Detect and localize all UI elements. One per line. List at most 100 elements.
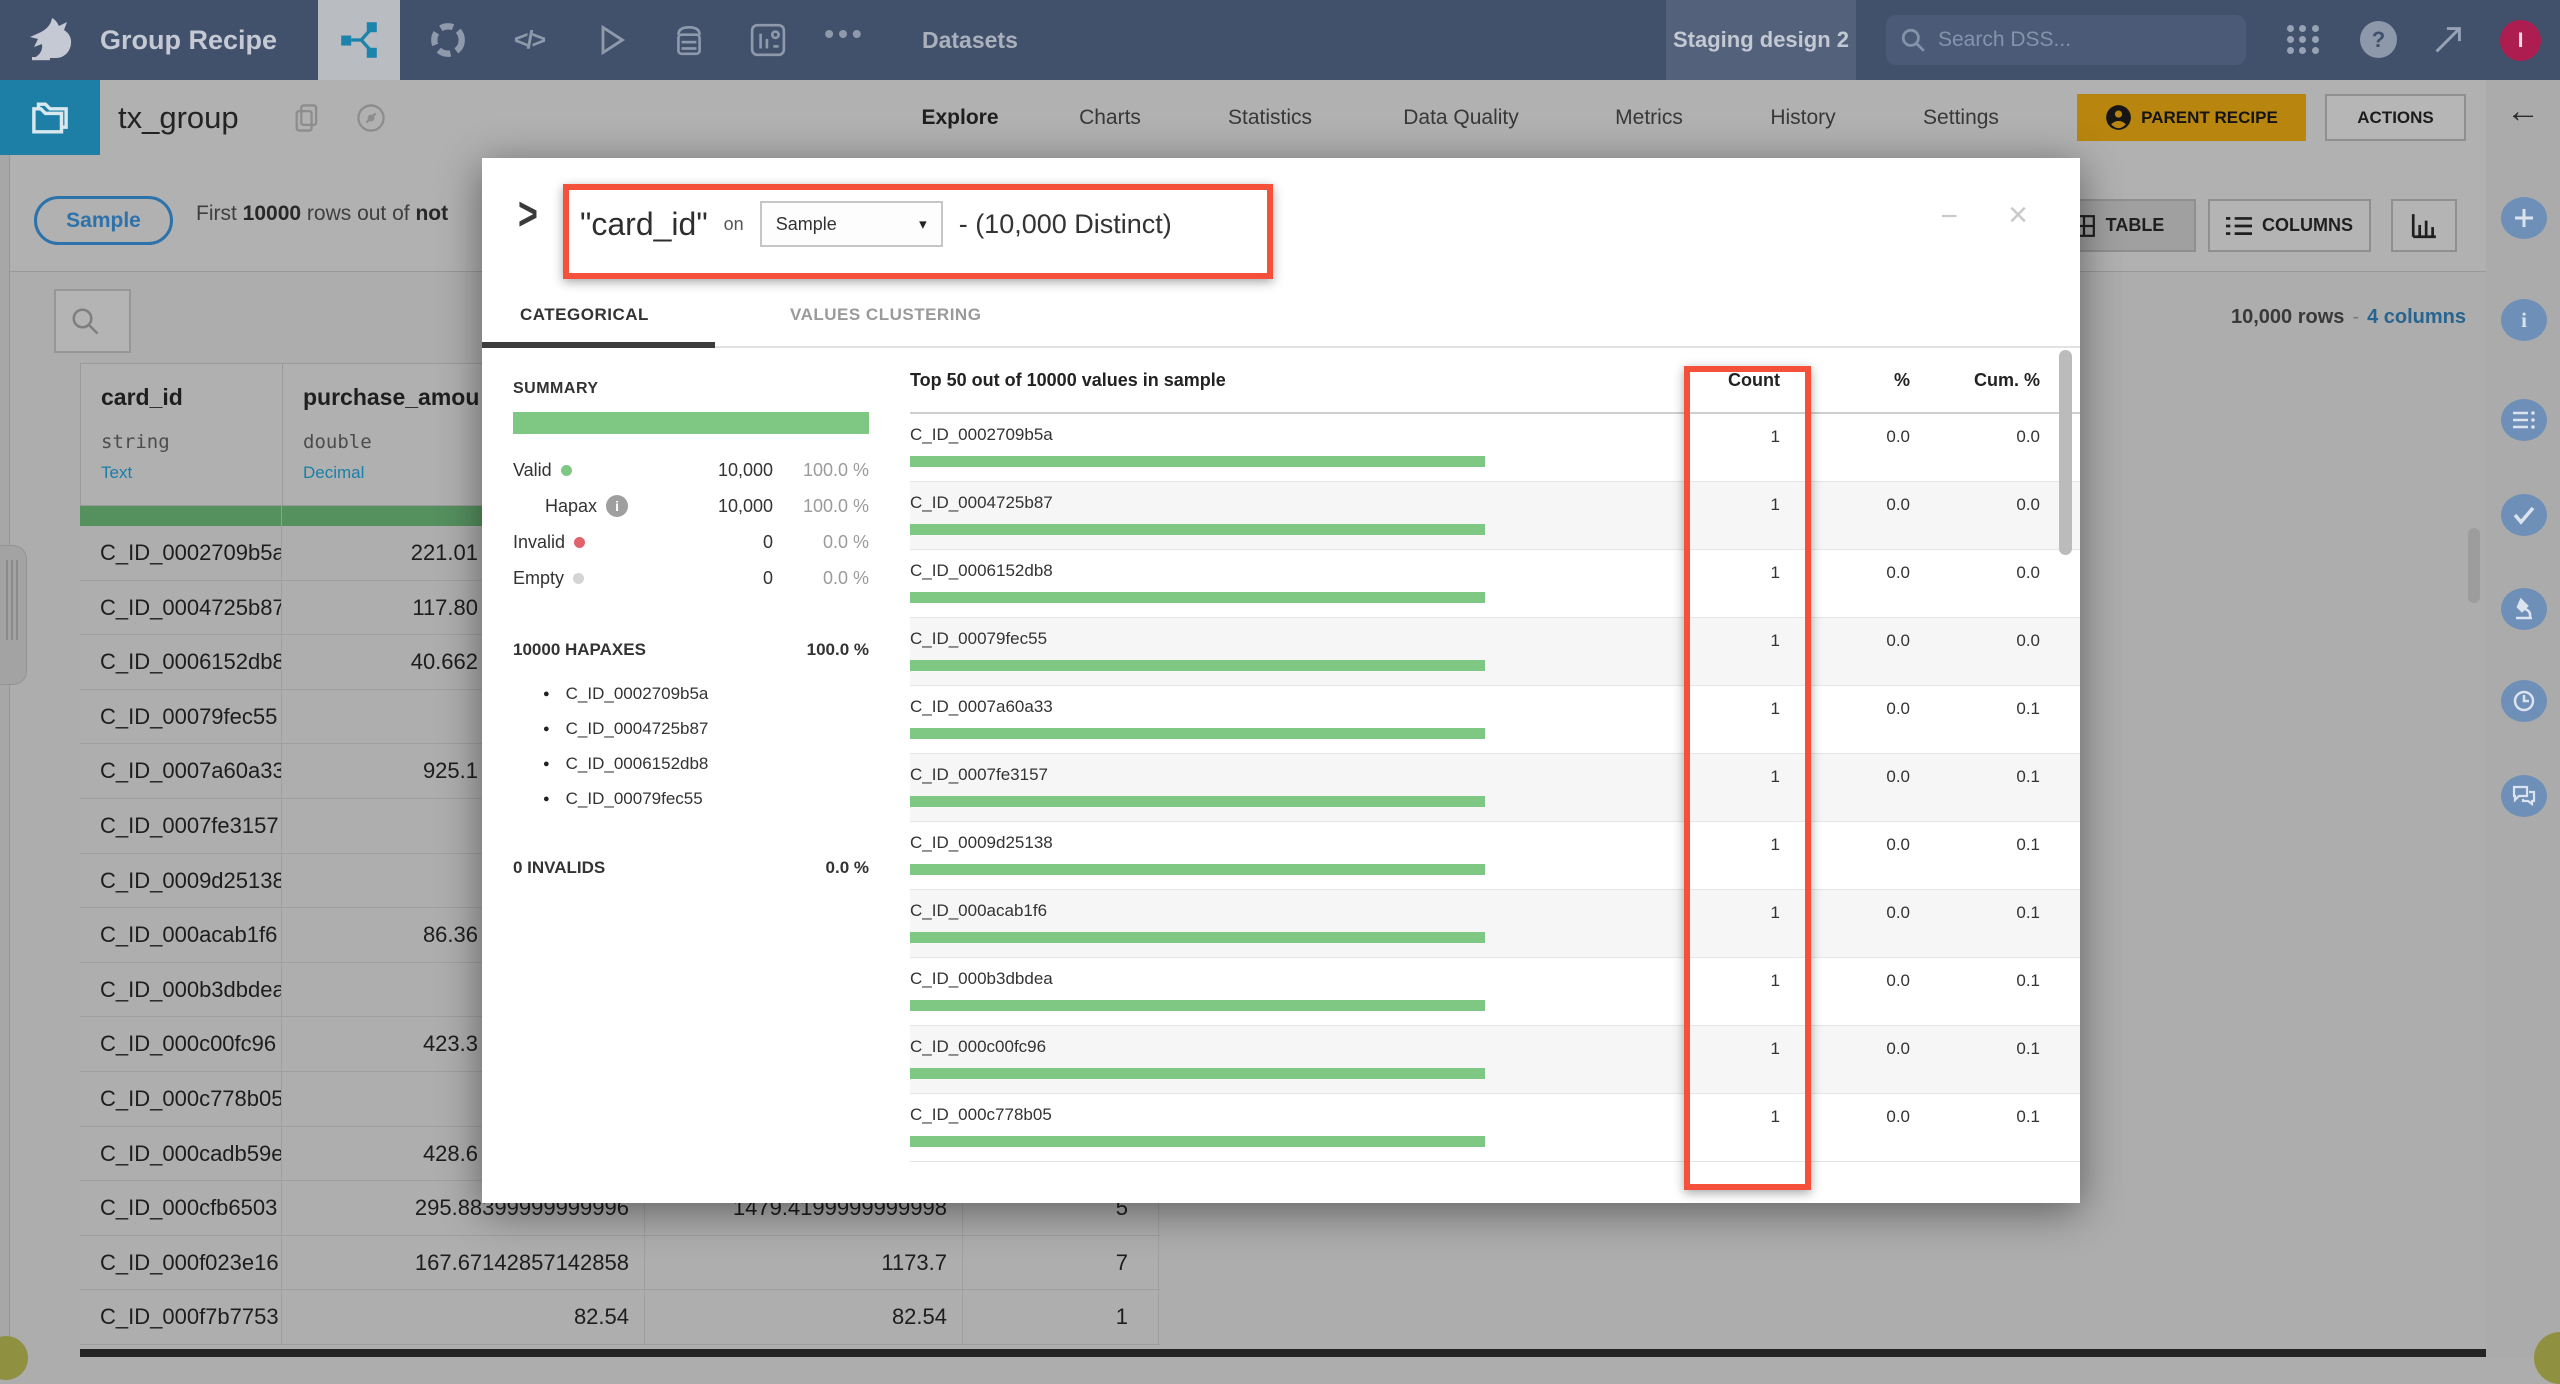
nav-more-menu[interactable]: ••• — [815, 0, 875, 80]
value-pct: 0.0 — [1820, 890, 1910, 923]
cell-card-id[interactable]: C_ID_000f023e16 — [80, 1236, 282, 1290]
column-header-card-id[interactable]: card_id string Text — [81, 364, 283, 505]
value-row[interactable]: C_ID_0009d25138 1 0.0 0.1 — [910, 822, 2080, 890]
table-row[interactable]: C_ID_000f023e16 167.67142857142858 1173.… — [80, 1236, 1160, 1291]
stat-hapax: Hapaxi 10,000 100.0 % — [513, 488, 869, 524]
info-icon[interactable]: i — [2501, 299, 2547, 341]
cell-card-id[interactable]: C_ID_000acab1f6 — [80, 908, 282, 962]
actions-button[interactable]: ACTIONS — [2325, 94, 2466, 141]
info-icon[interactable]: i — [606, 495, 628, 517]
history-clock-icon[interactable] — [2501, 680, 2547, 722]
schema-icon[interactable] — [2501, 399, 2547, 441]
value-cum-pct: 0.0 — [1910, 482, 2080, 515]
column-meaning-link[interactable]: Text — [101, 463, 282, 483]
row-count: 10,000 rows — [2231, 306, 2344, 328]
value-row[interactable]: C_ID_0007fe3157 1 0.0 0.1 — [910, 754, 2080, 822]
nav-automation-tab[interactable] — [659, 0, 719, 80]
nav-dashboard-tab[interactable] — [738, 0, 798, 80]
discussions-icon[interactable] — [2501, 775, 2547, 817]
table-horizontal-scrollbar[interactable] — [80, 1349, 2542, 1357]
value-row[interactable]: C_ID_0004725b87 1 0.0 0.0 — [910, 482, 2080, 550]
left-panel-grip[interactable] — [0, 545, 27, 685]
values-scrollbar[interactable] — [2059, 350, 2072, 555]
copy-icon[interactable] — [292, 102, 322, 134]
cell-card-id[interactable]: C_ID_0007fe3157 — [80, 799, 282, 853]
cell-card-id[interactable]: C_ID_000f7b7753 — [80, 1290, 282, 1344]
value-row[interactable]: C_ID_000acab1f6 1 0.0 0.1 — [910, 890, 2080, 958]
tab-history[interactable]: History — [1770, 80, 1835, 155]
tab-metrics[interactable]: Metrics — [1615, 80, 1683, 155]
value-label: C_ID_0002709b5a — [910, 425, 1700, 445]
apps-grid-icon[interactable] — [2287, 25, 2321, 55]
values-title: Top 50 out of 10000 values in sample — [910, 370, 1700, 391]
cell-count[interactable]: 7 — [963, 1236, 1159, 1290]
nav-lab-tab[interactable] — [418, 0, 478, 80]
cell-card-id[interactable]: C_ID_0006152db8 — [80, 635, 282, 689]
value-pct: 0.0 — [1820, 958, 1910, 991]
cell-card-id[interactable]: C_ID_000c778b05 — [80, 1072, 282, 1126]
tab-categorical[interactable]: CATEGORICAL — [520, 290, 649, 348]
checks-icon[interactable] — [2501, 494, 2547, 536]
page-title: tx_group — [118, 80, 239, 155]
bar-chart-icon — [2410, 212, 2438, 240]
quick-chart-button[interactable] — [2391, 199, 2457, 252]
user-avatar[interactable]: I — [2500, 20, 2541, 61]
cell-card-id[interactable]: C_ID_0009d25138 — [80, 854, 282, 908]
global-search-input[interactable]: Search DSS... — [1886, 15, 2246, 65]
parent-recipe-button[interactable]: PARENT RECIPE — [2077, 94, 2306, 141]
value-row[interactable]: C_ID_000c778b05 1 0.0 0.1 — [910, 1094, 2080, 1162]
tab-charts[interactable]: Charts — [1079, 80, 1141, 155]
tab-values-clustering[interactable]: VALUES CLUSTERING — [790, 290, 981, 348]
project-selector[interactable]: Staging design 2 — [1666, 0, 1856, 80]
expand-chevron-icon[interactable]: > — [518, 189, 538, 242]
dataset-type-tile[interactable] — [0, 80, 100, 155]
value-row[interactable]: C_ID_00079fec55 1 0.0 0.0 — [910, 618, 2080, 686]
close-icon[interactable]: × — [2008, 196, 2028, 235]
cell-value[interactable]: 82.54 — [645, 1290, 963, 1344]
cell-card-id[interactable]: C_ID_000b3dbdea — [80, 963, 282, 1017]
cell-card-id[interactable]: C_ID_000cfb6503 — [80, 1181, 282, 1235]
rail-back-arrow-icon[interactable]: ← — [2506, 92, 2540, 131]
nav-flow-tab[interactable] — [318, 0, 400, 80]
value-pct: 0.0 — [1820, 482, 1910, 515]
sample-settings-button[interactable]: Sample — [34, 196, 173, 245]
tab-statistics[interactable]: Statistics — [1228, 80, 1312, 155]
nav-jobs-tab[interactable] — [581, 0, 641, 80]
nav-code-tab[interactable]: </> — [499, 0, 559, 80]
cell-card-id[interactable]: C_ID_0004725b87 — [80, 581, 282, 635]
cell-purchase-amount[interactable]: 82.54 — [282, 1290, 645, 1344]
value-row[interactable]: C_ID_0002709b5a 1 0.0 0.0 — [910, 414, 2080, 482]
breadcrumb-datasets[interactable]: Datasets — [922, 0, 1018, 80]
table-search-input[interactable] — [54, 289, 131, 353]
cell-card-id[interactable]: C_ID_0002709b5a — [80, 526, 282, 580]
tab-data-quality[interactable]: Data Quality — [1403, 80, 1519, 155]
add-icon[interactable] — [2501, 197, 2547, 239]
minimize-button[interactable]: − — [1940, 200, 1958, 234]
cell-value[interactable]: 1173.7 — [645, 1236, 963, 1290]
column-count-link[interactable]: 4 columns — [2367, 306, 2466, 328]
cell-card-id[interactable]: C_ID_00079fec55 — [80, 690, 282, 744]
value-row[interactable]: C_ID_000c00fc96 1 0.0 0.1 — [910, 1026, 2080, 1094]
pct-column-header[interactable]: % — [1820, 370, 1910, 391]
cell-card-id[interactable]: C_ID_0007a60a33 — [80, 744, 282, 798]
tab-settings[interactable]: Settings — [1923, 80, 1999, 155]
value-row[interactable]: C_ID_0006152db8 1 0.0 0.0 — [910, 550, 2080, 618]
lab-microscope-icon[interactable] — [2501, 588, 2547, 630]
trend-icon[interactable] — [2432, 24, 2464, 56]
tab-explore[interactable]: Explore — [921, 80, 998, 155]
cum-pct-column-header[interactable]: Cum. % — [1910, 370, 2080, 391]
value-frequency-bar — [910, 524, 1485, 535]
value-row[interactable]: C_ID_000b3dbdea 1 0.0 0.1 — [910, 958, 2080, 1026]
cell-purchase-amount[interactable]: 167.67142857142858 — [282, 1236, 645, 1290]
cell-card-id[interactable]: C_ID_000cadb59e — [80, 1127, 282, 1181]
help-icon[interactable]: ? — [2360, 21, 2397, 58]
cell-count[interactable]: 1 — [963, 1290, 1159, 1344]
dataiku-logo-icon[interactable] — [24, 16, 80, 64]
value-row[interactable]: C_ID_0007a60a33 1 0.0 0.1 — [910, 686, 2080, 754]
view-columns-button[interactable]: COLUMNS — [2208, 199, 2371, 252]
table-vertical-scrollbar[interactable] — [2468, 528, 2480, 603]
status-clock-icon[interactable] — [355, 102, 387, 134]
cell-card-id[interactable]: C_ID_000c00fc96 — [80, 1017, 282, 1071]
table-row[interactable]: C_ID_000f7b7753 82.54 82.54 1 — [80, 1290, 1160, 1345]
columns-list-icon — [2226, 215, 2252, 237]
